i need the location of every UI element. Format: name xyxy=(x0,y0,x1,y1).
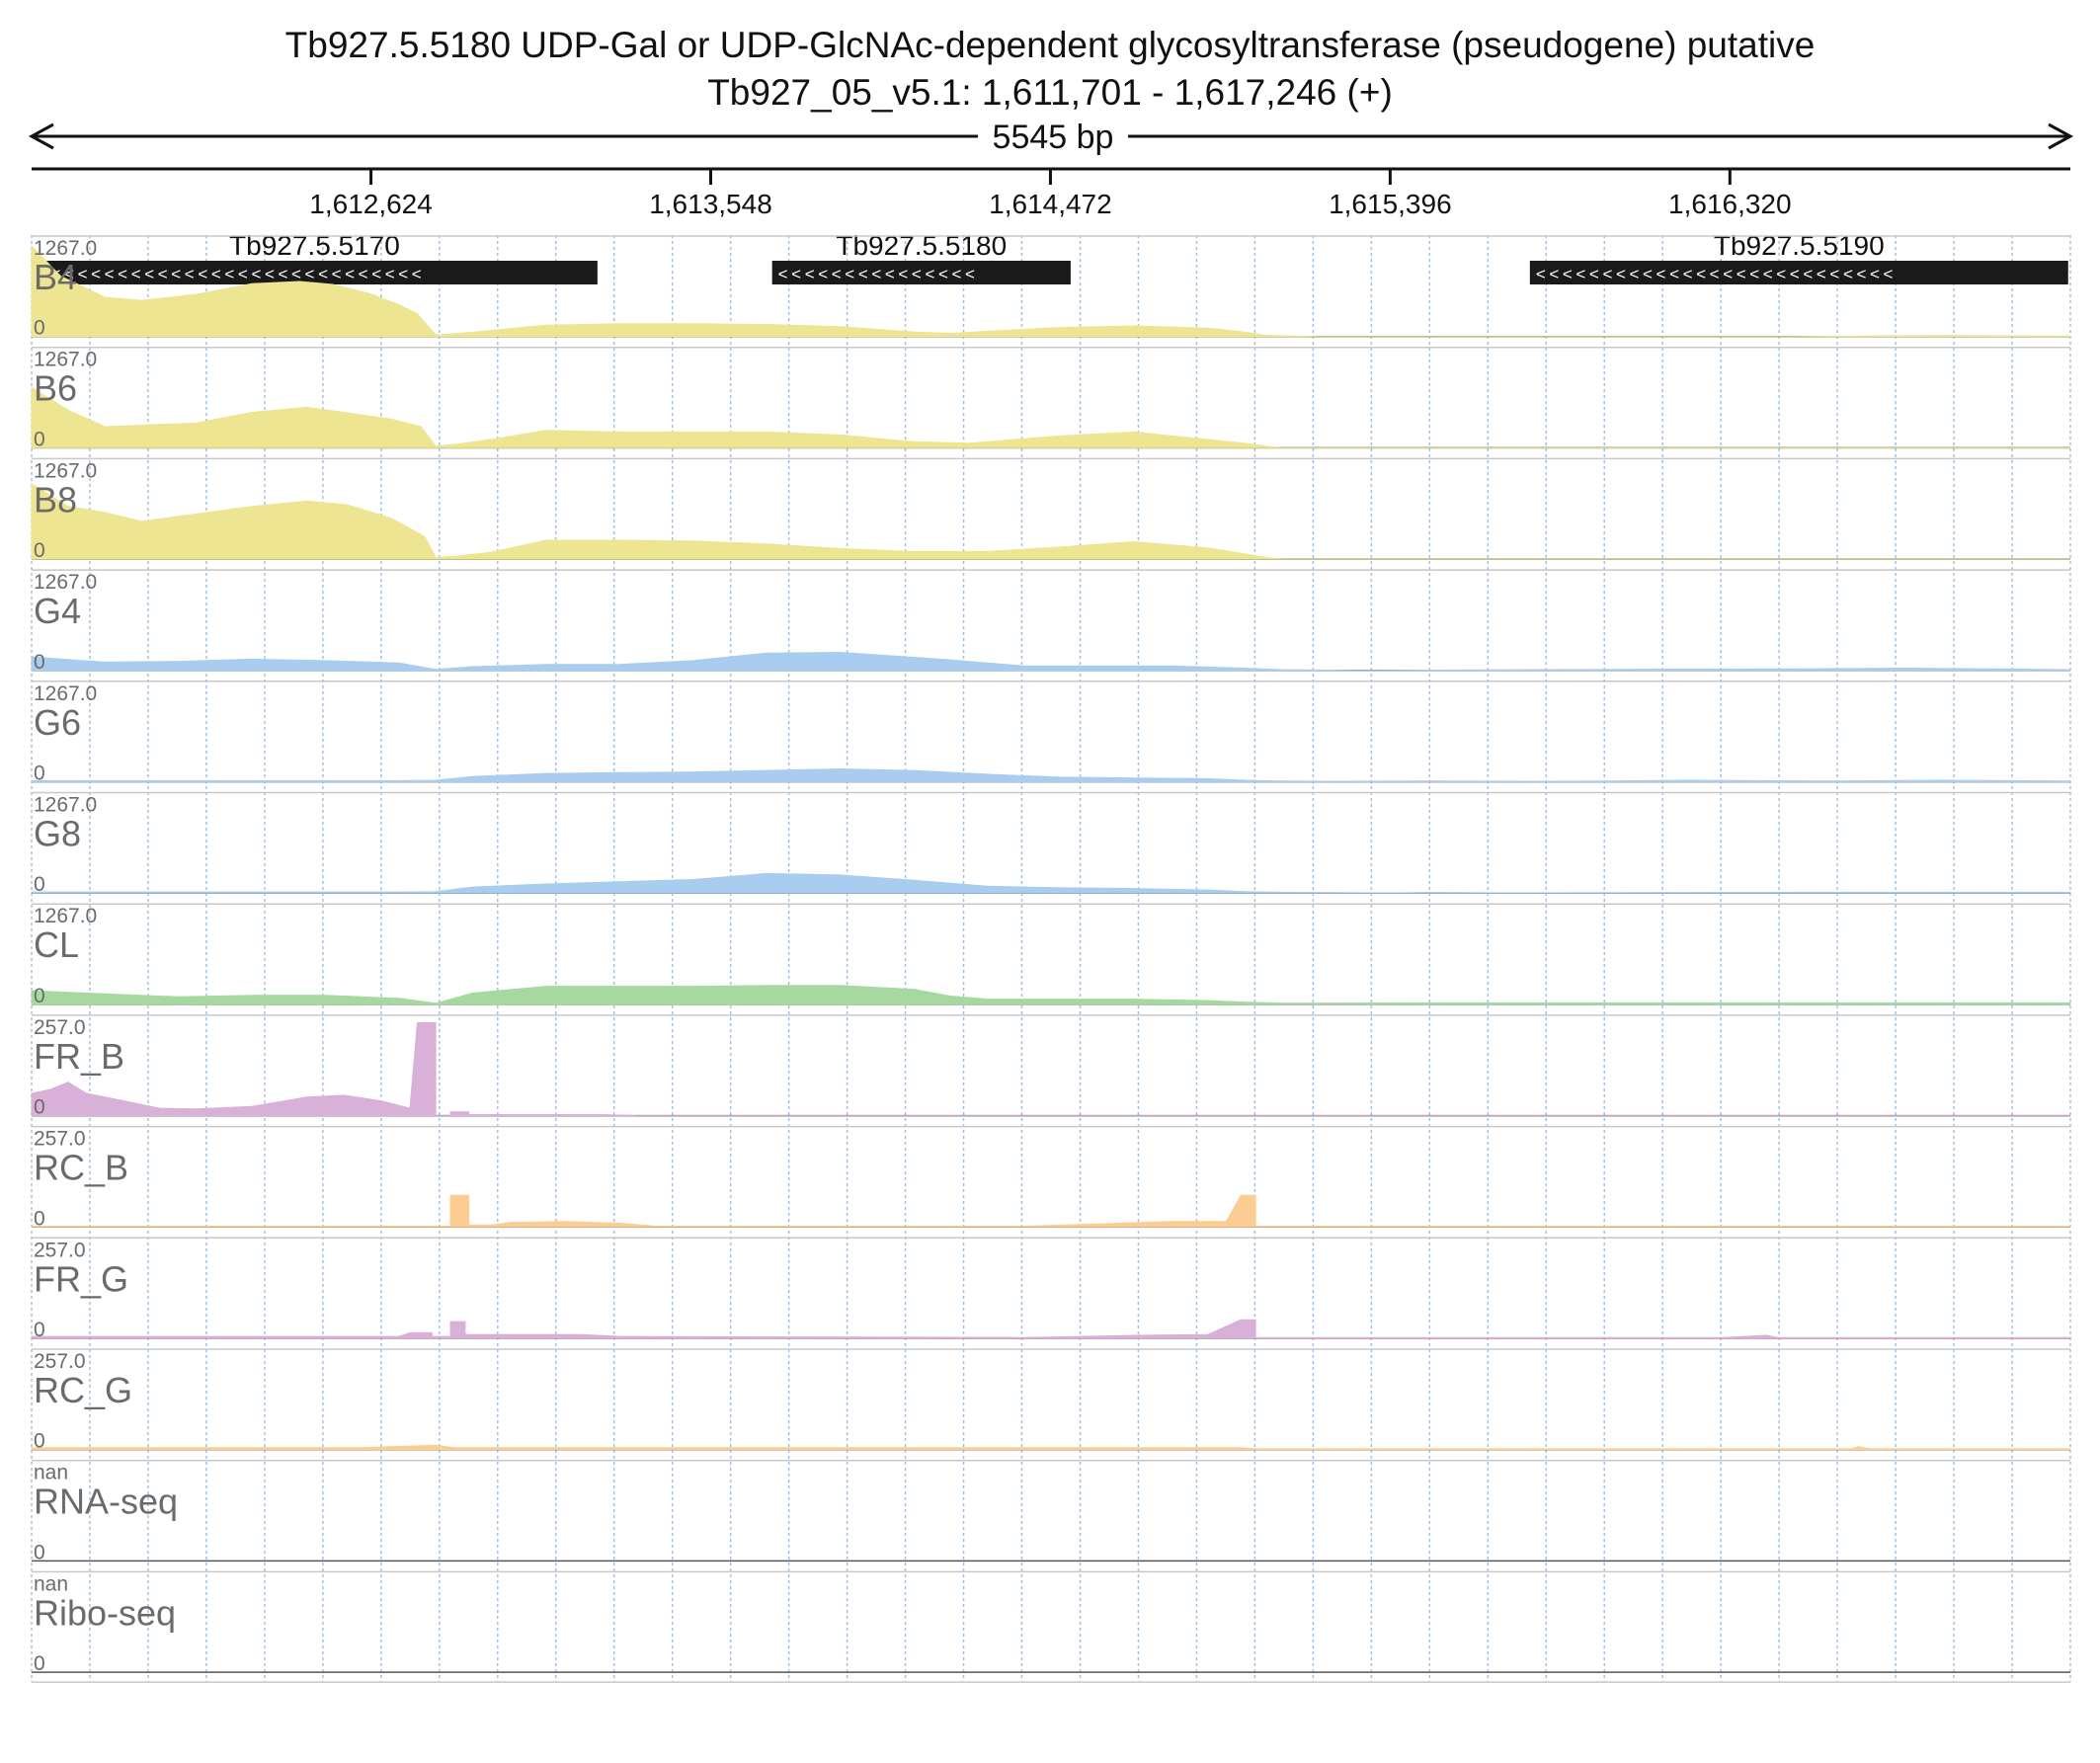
chart-subtitle: Tb927_05_v5.1: 1,611,701 - 1,617,246 (+) xyxy=(707,72,1393,113)
grid-lines xyxy=(31,235,2071,1683)
tick-label: 1,612,624 xyxy=(309,189,433,219)
coverage-area xyxy=(31,244,2071,338)
track-min-label: 0 xyxy=(34,317,45,340)
coverage-area xyxy=(31,1194,2071,1228)
track-min-label: 0 xyxy=(34,873,45,896)
span-arrow-right-icon xyxy=(2048,122,2074,150)
track-min-label: 0 xyxy=(34,1430,45,1453)
coverage-tracks: 1267.0B401267.0B601267.0B801267.0G401267… xyxy=(31,235,2071,1683)
gene-bar xyxy=(32,261,598,284)
track-min-label: 0 xyxy=(34,651,45,674)
track-g4: 1267.0G4 0 xyxy=(31,569,2071,674)
coverage-area xyxy=(31,1022,2070,1117)
track-max-label: 1267.0 xyxy=(34,459,97,482)
track-name: FR_B xyxy=(34,1036,124,1077)
track-name: RNA-seq xyxy=(34,1482,178,1522)
track-min-label: 0 xyxy=(34,428,45,450)
track-name: B8 xyxy=(34,479,77,520)
track-name: B6 xyxy=(34,368,77,409)
track-rc_g: 257.0RC_G 0 xyxy=(31,1348,2071,1453)
track-cl: 1267.0CL 0 xyxy=(31,903,2071,1007)
tick-label: 1,616,320 xyxy=(1668,189,1792,219)
track-name: G6 xyxy=(34,702,81,743)
track-max-label: nan xyxy=(34,1462,68,1484)
track-rc_b: 257.0RC_B 0 xyxy=(31,1125,2071,1230)
track-max-label: 1267.0 xyxy=(34,571,97,594)
track-min-label: 0 xyxy=(34,1652,45,1675)
track-name: G4 xyxy=(34,591,81,631)
track-max-label: 1267.0 xyxy=(34,905,97,927)
coverage-area xyxy=(31,386,2070,448)
track-max-label: 257.0 xyxy=(34,1239,86,1261)
coverage-area xyxy=(31,767,2071,783)
track-b6: 1267.0B6 0 xyxy=(31,346,2070,450)
track-max-label: 1267.0 xyxy=(34,682,97,705)
track-max-label: nan xyxy=(34,1572,68,1595)
coverage-area xyxy=(31,1319,2071,1339)
track-name: B4 xyxy=(34,257,77,297)
chart-title: Tb927.5.5180 UDP-Gal or UDP-GlcNAc-depen… xyxy=(285,25,1816,65)
tick-label: 1,613,548 xyxy=(649,189,772,219)
gene-bar xyxy=(771,261,1071,284)
track-max-label: 1267.0 xyxy=(34,237,97,260)
track-max-label: 257.0 xyxy=(34,1128,86,1151)
track-min-label: 0 xyxy=(34,1541,45,1563)
axis-ticks: 1,612,624 1,613,548 1,614,472 1,615,396 1,61… xyxy=(309,169,1792,219)
track-min-label: 0 xyxy=(34,762,45,785)
tick-label: 1,614,472 xyxy=(989,189,1112,219)
coverage-area xyxy=(31,1444,2071,1451)
track-g6: 1267.0G6 0 xyxy=(31,681,2071,785)
track-min-label: 0 xyxy=(34,539,45,562)
track-name: FR_G xyxy=(34,1258,128,1299)
track-fr_g: 257.0FR_G 0 xyxy=(31,1237,2071,1341)
coverage-area xyxy=(31,872,2071,894)
track-max-label: 1267.0 xyxy=(34,794,97,817)
track-max-label: 257.0 xyxy=(34,1350,86,1373)
gene-label: Tb927.5.5170 xyxy=(229,230,400,261)
gene-annotations: <<<<<<<<<<<<<<<<<<<<<<<<<<<<< Tb927.5.517… xyxy=(32,230,2068,284)
gene-label: Tb927.5.5180 xyxy=(836,230,1007,261)
track-b4: 1267.0B4 0 xyxy=(31,235,2071,340)
track-max-label: 1267.0 xyxy=(34,349,97,371)
track-name: G8 xyxy=(34,814,81,854)
track-name: RC_B xyxy=(34,1148,128,1188)
strand-arrows-icon: <<<<<<<<<<<<<<< xyxy=(778,265,979,283)
strand-arrows-icon: <<<<<<<<<<<<<<<<<<<<<<<<<<<<< xyxy=(38,265,425,283)
track-fr_b: 257.0FR_B 0 xyxy=(31,1014,2070,1119)
track-b8: 1267.0B8 0 xyxy=(31,457,2070,562)
span-indicator: 5545 bp xyxy=(28,119,2074,156)
track-name: Ribo-seq xyxy=(34,1592,176,1633)
track-min-label: 0 xyxy=(34,1207,45,1230)
tick-label: 1,615,396 xyxy=(1329,189,1452,219)
coverage-area xyxy=(31,482,2070,560)
coverage-area xyxy=(31,985,2071,1005)
track-max-label: 257.0 xyxy=(34,1016,86,1039)
track-min-label: 0 xyxy=(34,1319,45,1341)
span-label: 5545 bp xyxy=(993,119,1114,156)
track-g8: 1267.0G8 0 xyxy=(31,791,2071,896)
track-name: CL xyxy=(34,924,79,965)
coverage-area xyxy=(31,651,2071,672)
span-arrow-left-icon xyxy=(28,122,54,150)
gene-label: Tb927.5.5190 xyxy=(1714,230,1885,261)
strand-arrows-icon: <<<<<<<<<<<<<<<<<<<<<<<<<<< xyxy=(1536,265,1897,283)
track-min-label: 0 xyxy=(34,1096,45,1119)
track-name: RC_G xyxy=(34,1370,132,1410)
gene-bar xyxy=(1529,261,2068,284)
track-min-label: 0 xyxy=(34,985,45,1007)
